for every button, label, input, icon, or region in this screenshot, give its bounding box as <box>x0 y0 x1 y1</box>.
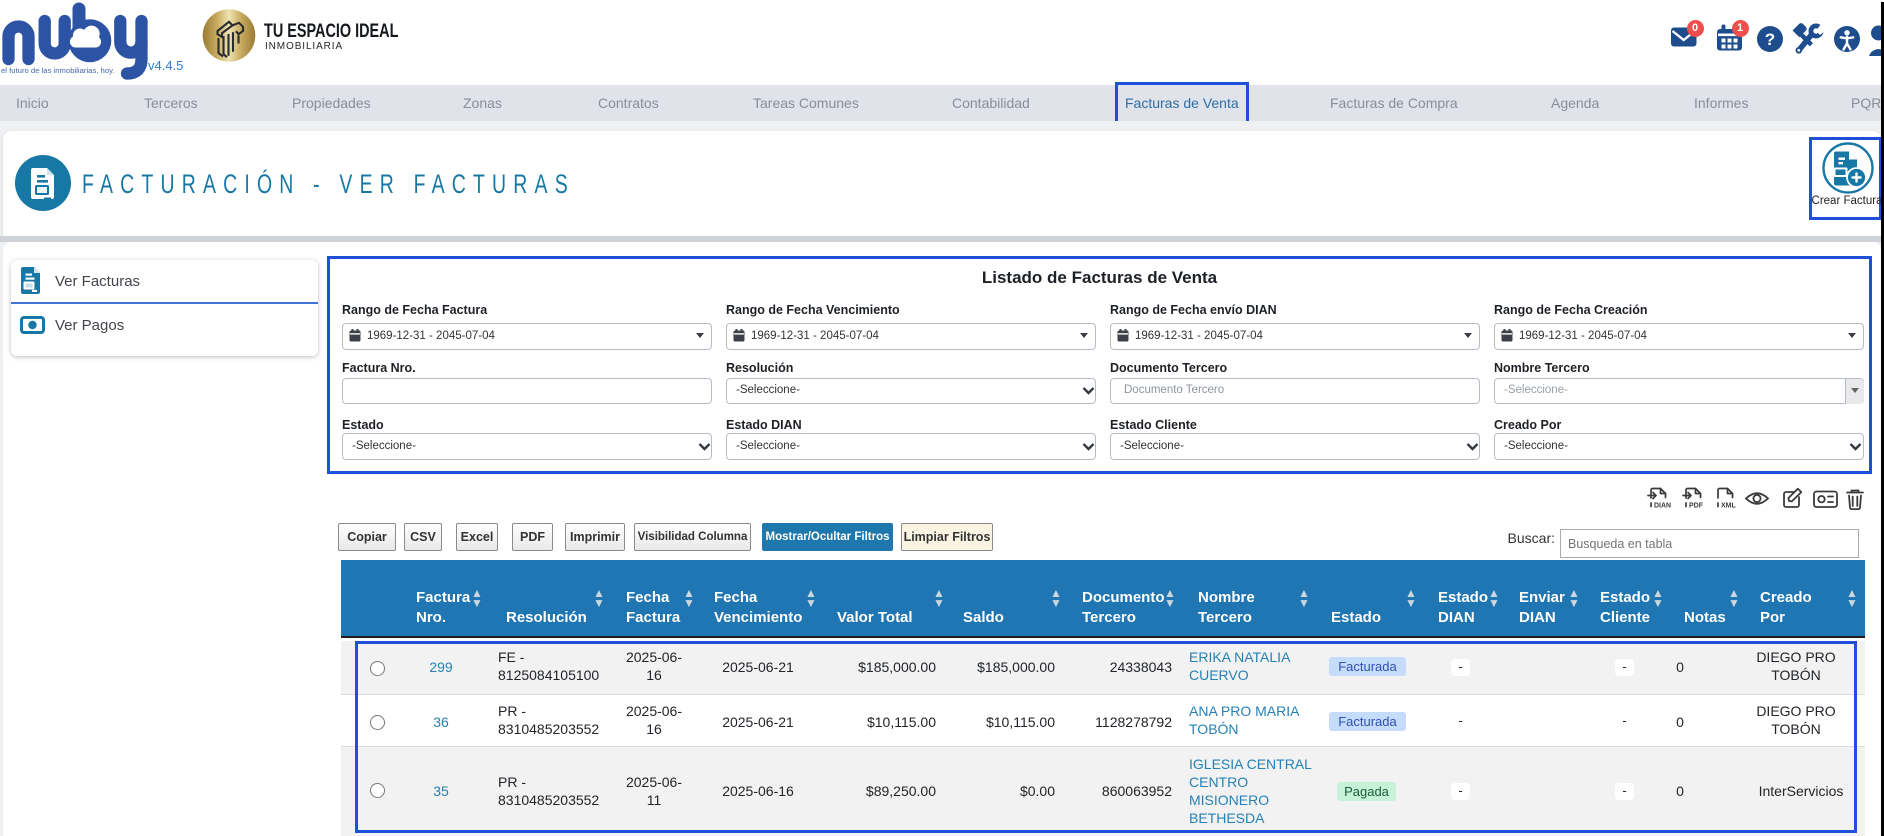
svg-text:PDF: PDF <box>1689 503 1704 510</box>
svg-text:?: ? <box>1765 30 1775 49</box>
svg-text:XML: XML <box>1721 503 1737 510</box>
svg-text:DIAN: DIAN <box>1654 503 1671 510</box>
svg-text:el futuro de las inmobiliarias: el futuro de las inmobiliarias, hoy. <box>1 66 115 75</box>
